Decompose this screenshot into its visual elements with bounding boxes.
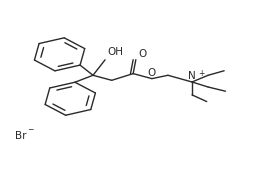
Text: Br: Br [15,131,27,141]
Text: O: O [138,49,146,59]
Text: +: + [198,69,204,78]
Text: N: N [188,71,196,81]
Text: O: O [147,68,155,78]
Text: OH: OH [107,47,123,57]
Text: −: − [27,125,33,134]
